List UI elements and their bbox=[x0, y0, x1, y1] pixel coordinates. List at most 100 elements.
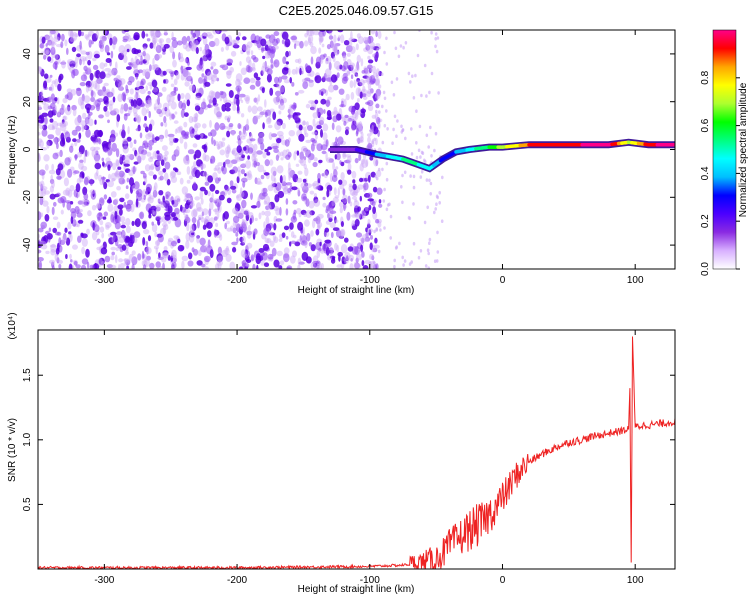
noise-blob bbox=[110, 172, 117, 182]
snr-ylabel: SNR (10 * v/v) bbox=[7, 418, 18, 482]
noise-blob bbox=[355, 63, 360, 72]
noise-blob bbox=[38, 140, 44, 148]
noise-blob bbox=[434, 131, 438, 136]
noise-blob bbox=[217, 255, 224, 263]
noise-blob bbox=[142, 264, 147, 269]
noise-blob bbox=[101, 261, 105, 266]
noise-blob bbox=[320, 263, 324, 269]
noise-blob bbox=[46, 205, 50, 214]
noise-blob bbox=[241, 190, 249, 199]
noise-blob bbox=[214, 216, 218, 221]
noise-blob bbox=[400, 124, 403, 129]
noise-blob bbox=[176, 126, 183, 134]
noise-blob bbox=[54, 105, 58, 114]
noise-blob bbox=[332, 161, 335, 171]
noise-blob bbox=[314, 75, 322, 84]
noise-blob bbox=[332, 256, 336, 261]
noise-blob bbox=[216, 106, 220, 111]
noise-blob bbox=[104, 110, 110, 118]
noise-blob bbox=[112, 96, 116, 103]
noise-blob bbox=[51, 206, 55, 216]
noise-blob bbox=[177, 93, 181, 102]
noise-blob bbox=[57, 259, 64, 264]
noise-blob bbox=[238, 93, 246, 98]
colorbar-label: Normalized spectral amplitude bbox=[738, 82, 749, 217]
noise-blob bbox=[322, 75, 326, 82]
noise-blob bbox=[185, 214, 189, 222]
noise-blob bbox=[69, 233, 73, 242]
noise-blob bbox=[328, 215, 334, 219]
noise-blob bbox=[157, 256, 164, 260]
noise-blob bbox=[164, 161, 171, 170]
noise-blob bbox=[86, 228, 90, 235]
noise-blob bbox=[54, 54, 60, 60]
noise-blob bbox=[383, 226, 386, 230]
noise-blob bbox=[210, 155, 216, 164]
noise-blob bbox=[68, 30, 74, 38]
noise-blob bbox=[80, 50, 87, 55]
noise-blob bbox=[90, 89, 94, 98]
noise-blob bbox=[120, 104, 124, 111]
noise-blob bbox=[167, 239, 172, 247]
noise-blob bbox=[108, 100, 114, 106]
noise-blob bbox=[195, 159, 203, 167]
noise-blob bbox=[268, 34, 276, 44]
noise-blob bbox=[320, 36, 324, 43]
noise-blob bbox=[214, 177, 220, 184]
noise-blob bbox=[246, 242, 253, 249]
noise-blob bbox=[319, 34, 324, 38]
noise-blob bbox=[65, 254, 68, 259]
noise-blob bbox=[417, 148, 421, 153]
noise-blob bbox=[77, 114, 82, 124]
noise-blob bbox=[277, 190, 285, 199]
noise-blob bbox=[145, 133, 152, 140]
noise-blob bbox=[199, 133, 204, 139]
noise-blob bbox=[227, 125, 231, 131]
noise-blob bbox=[347, 246, 354, 252]
noise-blob bbox=[340, 229, 345, 237]
noise-blob bbox=[298, 159, 304, 164]
noise-blob bbox=[312, 260, 320, 265]
noise-blob bbox=[333, 60, 341, 70]
noise-blob bbox=[190, 202, 195, 207]
noise-blob bbox=[352, 179, 356, 184]
noise-blob bbox=[236, 145, 242, 154]
noise-blob bbox=[235, 213, 243, 217]
noise-blob bbox=[47, 124, 55, 131]
noise-blob bbox=[221, 64, 229, 71]
noise-blob bbox=[81, 124, 85, 132]
noise-blob bbox=[356, 263, 362, 269]
noise-blob bbox=[416, 53, 420, 58]
noise-blob bbox=[139, 88, 146, 95]
noise-blob bbox=[74, 206, 80, 214]
noise-blob bbox=[208, 208, 212, 217]
noise-blob bbox=[377, 249, 381, 254]
noise-blob bbox=[302, 120, 306, 126]
noise-blob bbox=[184, 202, 190, 209]
noise-blob bbox=[300, 209, 307, 215]
noise-blob bbox=[385, 109, 388, 113]
noise-blob bbox=[181, 186, 189, 195]
noise-blob bbox=[350, 258, 353, 262]
noise-blob bbox=[191, 247, 195, 253]
noise-blob bbox=[180, 204, 183, 212]
noise-blob bbox=[234, 152, 240, 162]
noise-blob bbox=[376, 116, 381, 125]
noise-blob bbox=[320, 186, 324, 191]
noise-blob bbox=[38, 211, 42, 221]
spectrogram-ylabel: Frequency (Hz) bbox=[7, 116, 18, 185]
noise-blob bbox=[225, 83, 232, 87]
noise-blob bbox=[287, 162, 291, 171]
noise-blob bbox=[372, 247, 378, 253]
noise-blob bbox=[250, 205, 258, 209]
noise-blob bbox=[137, 49, 141, 53]
noise-blob bbox=[262, 55, 266, 60]
noise-blob bbox=[326, 116, 332, 120]
noise-blob bbox=[311, 139, 317, 144]
noise-blob bbox=[123, 103, 129, 112]
noise-blob bbox=[161, 86, 167, 92]
noise-blob bbox=[213, 200, 218, 204]
noise-blob bbox=[143, 229, 150, 235]
noise-blob bbox=[194, 105, 201, 112]
noise-blob bbox=[118, 258, 124, 263]
